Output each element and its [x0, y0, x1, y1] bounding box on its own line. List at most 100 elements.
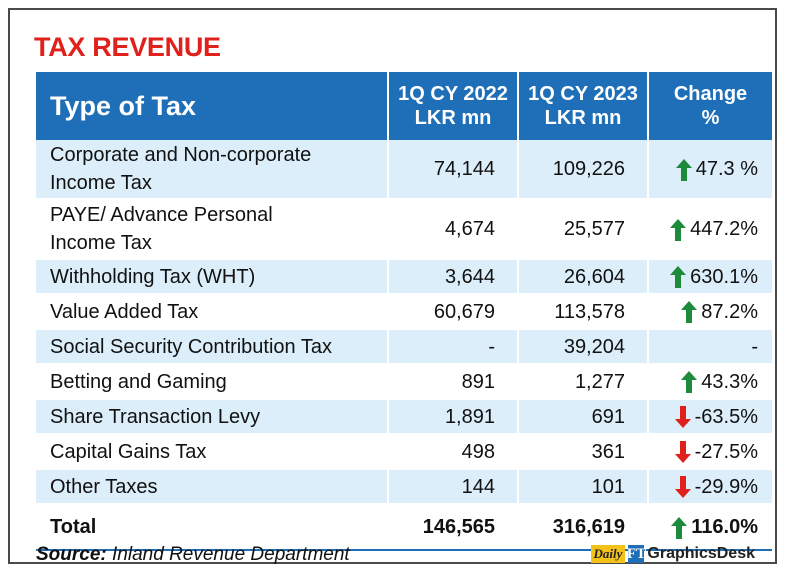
value-1q-2022: - — [387, 329, 518, 365]
value-1q-2022: 3,644 — [387, 259, 518, 295]
total-label: Total — [36, 503, 388, 551]
header-change-line2: % — [701, 107, 720, 129]
logo-mark: FT — [626, 545, 646, 563]
header-1q-2023: 1Q CY 2023 LKR mn — [517, 72, 648, 140]
tax-type-cell: PAYE/ Advance Personal Income Tax — [36, 199, 388, 260]
source-label: Source: — [36, 544, 107, 565]
tax-type-line1: Share Transaction Levy — [50, 405, 261, 428]
arrow-up-icon — [681, 301, 698, 324]
tax-type-line1: Capital Gains Tax — [50, 440, 207, 463]
value-1q-2022: 891 — [387, 364, 518, 400]
tax-type-line1: Betting and Gaming — [50, 370, 227, 393]
logo-daily: Daily — [590, 545, 626, 563]
value-1q-2023: 109,226 — [517, 140, 648, 200]
total-1q-2022: 146,565 — [387, 503, 518, 551]
tax-type-line1: Withholding Tax (WHT) — [50, 265, 256, 288]
change-cell: -29.9% — [647, 469, 772, 505]
table-row: Capital Gains Tax 498 361 -27.5% — [36, 434, 772, 470]
source-text: Inland Revenue Department — [112, 544, 350, 565]
tax-type-line1: PAYE/ Advance Personal — [50, 204, 273, 226]
tax-type-line1: Value Added Tax — [50, 300, 199, 323]
change-cell: 630.1% — [647, 259, 772, 295]
value-1q-2023: 101 — [517, 469, 648, 505]
value-1q-2023: 691 — [517, 399, 648, 435]
value-1q-2022: 1,891 — [387, 399, 518, 435]
tax-type-line1: Corporate and Non-corporate — [50, 144, 312, 166]
table-row: Other Taxes 144 101 -29.9% — [36, 469, 772, 505]
value-1q-2022: 74,144 — [387, 140, 518, 200]
value-1q-2023: 39,204 — [517, 329, 648, 365]
infographic-frame: TAX REVENUE Type of Tax 1Q CY 2022 LKR m… — [8, 8, 777, 566]
arrow-down-icon — [674, 476, 691, 499]
table-row: Social Security Contribution Tax -39,204- — [36, 329, 772, 365]
change-value: 87.2% — [701, 300, 758, 323]
header-1q-2022-line1: 1Q CY 2022 — [398, 83, 508, 105]
value-1q-2023: 1,277 — [517, 364, 648, 400]
tax-type-cell: Corporate and Non-corporate Income Tax — [36, 140, 388, 200]
total-change-value: 116.0% — [691, 516, 758, 538]
header-change: Change % — [647, 72, 772, 140]
change-cell: -63.5% — [647, 399, 772, 435]
value-1q-2023: 26,604 — [517, 259, 648, 295]
tax-type-cell: Capital Gains Tax — [36, 434, 388, 470]
arrow-down-icon — [674, 441, 691, 464]
change-cell: 43.3% — [647, 364, 772, 400]
tax-type-line2: Income Tax — [50, 232, 152, 254]
change-cell: - — [647, 329, 772, 365]
change-value: 47.3 % — [695, 158, 758, 180]
change-value: 447.2% — [690, 218, 758, 240]
table-body: Corporate and Non-corporate Income Tax 74,… — [36, 140, 772, 551]
total-row: Total 146,565 316,619 116.0% — [36, 503, 772, 551]
graphics-desk-logo: Daily FT GraphicsDesk — [590, 542, 755, 566]
arrow-up-icon — [681, 371, 698, 394]
header-1q-2023-line2: LKR mn — [544, 107, 622, 129]
arrow-up-icon — [670, 266, 687, 289]
tax-type-cell: Social Security Contribution Tax — [36, 329, 388, 365]
value-1q-2022: 60,679 — [387, 294, 518, 330]
arrow-down-icon — [674, 406, 691, 429]
change-cell: -27.5% — [647, 434, 772, 470]
value-1q-2022: 4,674 — [387, 199, 518, 260]
change-cell: 47.3 % — [647, 140, 772, 200]
header-1q-2022-line2: LKR mn — [414, 107, 492, 129]
page-title: TAX REVENUE — [34, 32, 221, 62]
table-row: Withholding Tax (WHT) 3,644 26,604 630.1% — [36, 259, 772, 295]
total-change-cell: 116.0% — [647, 503, 772, 551]
tax-type-cell: Other Taxes — [36, 469, 388, 505]
tax-revenue-table: Type of Tax 1Q CY 2022 LKR mn 1Q CY 2023… — [36, 72, 772, 551]
arrow-up-icon — [671, 516, 688, 539]
change-value: -63.5% — [694, 405, 758, 428]
tax-type-line1: Other Taxes — [50, 475, 158, 498]
table-row: Value Added Tax 60,679 113,578 87.2% — [36, 294, 772, 330]
arrow-up-icon — [675, 158, 692, 181]
change-value: 630.1% — [690, 265, 758, 288]
total-1q-2023: 316,619 — [517, 503, 648, 551]
tax-type-cell: Share Transaction Levy — [36, 399, 388, 435]
header-1q-2022: 1Q CY 2022 LKR mn — [387, 72, 518, 140]
header-1q-2023-line1: 1Q CY 2023 — [528, 83, 638, 105]
table-header-row: Type of Tax 1Q CY 2022 LKR mn 1Q CY 2023… — [36, 72, 772, 140]
value-1q-2023: 25,577 — [517, 199, 648, 260]
tax-type-cell: Withholding Tax (WHT) — [36, 259, 388, 295]
value-1q-2023: 361 — [517, 434, 648, 470]
change-value: -27.5% — [694, 440, 758, 463]
table-row: Betting and Gaming 891 1,277 43.3% — [36, 364, 772, 400]
table-row: Share Transaction Levy 1,891 691 -63.5% — [36, 399, 772, 435]
value-1q-2023: 113,578 — [517, 294, 648, 330]
value-1q-2022: 144 — [387, 469, 518, 505]
value-1q-2022: 498 — [387, 434, 518, 470]
arrow-up-icon — [670, 218, 687, 241]
table-row: PAYE/ Advance Personal Income Tax 4,674 25,… — [36, 199, 772, 260]
header-change-line1: Change — [673, 83, 748, 105]
change-value: -29.9% — [694, 475, 758, 498]
source-note: Source: Inland Revenue Department — [36, 544, 350, 566]
tax-type-line1: Social Security Contribution Tax — [50, 335, 332, 358]
header-type-of-tax: Type of Tax — [36, 72, 388, 140]
change-value: 43.3% — [701, 370, 758, 393]
table-row: Corporate and Non-corporate Income Tax 74,… — [36, 140, 772, 200]
tax-type-cell: Betting and Gaming — [36, 364, 388, 400]
logo-text: GraphicsDesk — [647, 545, 755, 562]
change-cell: 447.2% — [647, 199, 772, 260]
change-value: - — [751, 335, 758, 358]
change-cell: 87.2% — [647, 294, 772, 330]
